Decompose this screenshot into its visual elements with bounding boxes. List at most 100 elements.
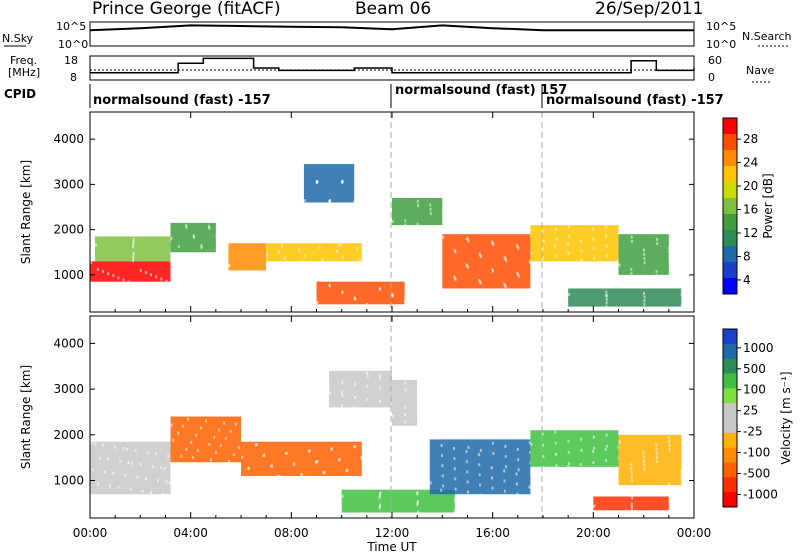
velocity-speckle xyxy=(404,388,407,392)
velocity-speckle xyxy=(354,395,357,399)
velocity-speckle xyxy=(165,480,168,484)
power-speckle xyxy=(359,259,362,263)
velocity-colorbar-ticks: 1000 500 100 25 -25 -100 -500 -1000 xyxy=(737,341,778,501)
velocity-speckle xyxy=(117,485,120,489)
power-x-ticks xyxy=(89,112,695,312)
velocity-speckle xyxy=(91,468,94,472)
velocity-speckle xyxy=(168,481,171,485)
velocity-speckle xyxy=(667,482,670,486)
velocity-speckle xyxy=(680,474,683,478)
velocity-speckle xyxy=(205,419,208,423)
velocity-speckle xyxy=(277,475,280,479)
power-region-1 xyxy=(90,261,171,282)
velocity-speckle xyxy=(478,473,481,477)
power-speckle xyxy=(668,246,671,250)
velocity-speckle xyxy=(144,477,147,481)
power-speckle xyxy=(404,219,407,223)
velocity-speckle xyxy=(234,422,237,426)
velocity-speckle xyxy=(366,374,369,378)
power-speckle xyxy=(515,244,518,248)
power-speckle xyxy=(491,268,494,272)
power-speckle xyxy=(643,302,646,306)
velocity-speckle xyxy=(491,486,494,490)
power-speckle xyxy=(303,199,306,203)
noise-tick-low: 10^0 xyxy=(58,38,88,51)
power-speckle xyxy=(265,263,268,267)
velocity-speckle xyxy=(555,464,558,468)
power-speckle xyxy=(429,203,432,207)
power-speckle xyxy=(266,253,269,257)
power-speckle xyxy=(283,256,286,260)
velocity-swatch xyxy=(723,447,737,463)
velocity-speckle xyxy=(160,466,163,470)
velocity-speckle xyxy=(490,466,493,470)
power-speckle xyxy=(132,242,135,246)
velocity-speckle xyxy=(341,404,344,408)
power-speckle xyxy=(96,267,99,271)
power-speckle xyxy=(132,256,135,260)
velocity-speckle xyxy=(170,423,173,427)
velocity-speckle xyxy=(580,437,583,441)
noise-tick-low-right: 10^0 xyxy=(706,38,736,51)
velocity-speckle xyxy=(567,465,570,469)
velocity-speckle xyxy=(555,452,558,456)
velocity-speckle xyxy=(96,482,99,486)
velocity-speckle xyxy=(466,470,469,474)
velocity-speckle xyxy=(337,458,340,462)
power-speckle xyxy=(139,268,142,272)
velocity-region-3 xyxy=(241,441,362,476)
velocity-cbar-label: -100 xyxy=(743,446,770,460)
velocity-speckle xyxy=(379,399,382,403)
velocity-speckle xyxy=(642,451,645,455)
power-speckle xyxy=(503,256,506,260)
velocity-speckle xyxy=(122,447,125,451)
velocity-speckle xyxy=(151,465,154,469)
velocity-speckle xyxy=(214,451,217,455)
velocity-speckle xyxy=(454,507,457,511)
power-speckle xyxy=(144,271,147,275)
velocity-speckle xyxy=(604,447,607,451)
velocity-speckle xyxy=(175,462,178,466)
velocity-speckle xyxy=(479,493,482,497)
velocity-speckle xyxy=(528,440,531,444)
power-y-ticks: 1000 2000 3000 4000 xyxy=(53,132,694,282)
power-speckle xyxy=(630,239,633,243)
power-speckle xyxy=(530,251,533,255)
velocity-speckle xyxy=(567,439,570,443)
power-speckle xyxy=(668,259,671,263)
power-speckle xyxy=(555,237,558,241)
velocity-speckle xyxy=(177,431,180,435)
power-speckle xyxy=(605,254,608,258)
power-speckle xyxy=(541,246,544,250)
velocity-speckle xyxy=(515,482,518,486)
velocity-speckle xyxy=(592,435,595,439)
velocity-speckle xyxy=(162,493,165,497)
velocity-speckle xyxy=(416,393,419,397)
power-speckle xyxy=(193,235,196,239)
velocity-speckle xyxy=(213,435,216,439)
velocity-speckle xyxy=(528,485,531,489)
power-speckle xyxy=(403,299,406,303)
velocity-speckle xyxy=(341,380,344,384)
velocity-speckle xyxy=(668,502,671,506)
velocity-speckle xyxy=(516,492,519,496)
power-speckle xyxy=(656,237,658,241)
velocity-speckle xyxy=(378,505,381,509)
velocity-speckle xyxy=(631,496,634,500)
velocity-speckle xyxy=(416,386,419,390)
power-region-12 xyxy=(568,288,682,307)
nave-tick-high: 60 xyxy=(708,54,722,67)
freq-tick-low: 8 xyxy=(70,71,77,84)
power-speckle xyxy=(516,271,519,275)
power-speckle xyxy=(90,261,92,265)
velocity-speckle xyxy=(180,455,183,459)
power-speckle xyxy=(200,246,203,250)
velocity-swatch xyxy=(723,403,737,419)
velocity-speckle xyxy=(366,371,369,375)
velocity-speckle xyxy=(681,436,684,440)
power-swatch xyxy=(723,214,737,231)
velocity-speckle xyxy=(642,459,645,463)
power-cbar-label: 24 xyxy=(743,156,758,170)
power-speckle xyxy=(592,237,595,241)
velocity-speckle xyxy=(541,432,544,436)
